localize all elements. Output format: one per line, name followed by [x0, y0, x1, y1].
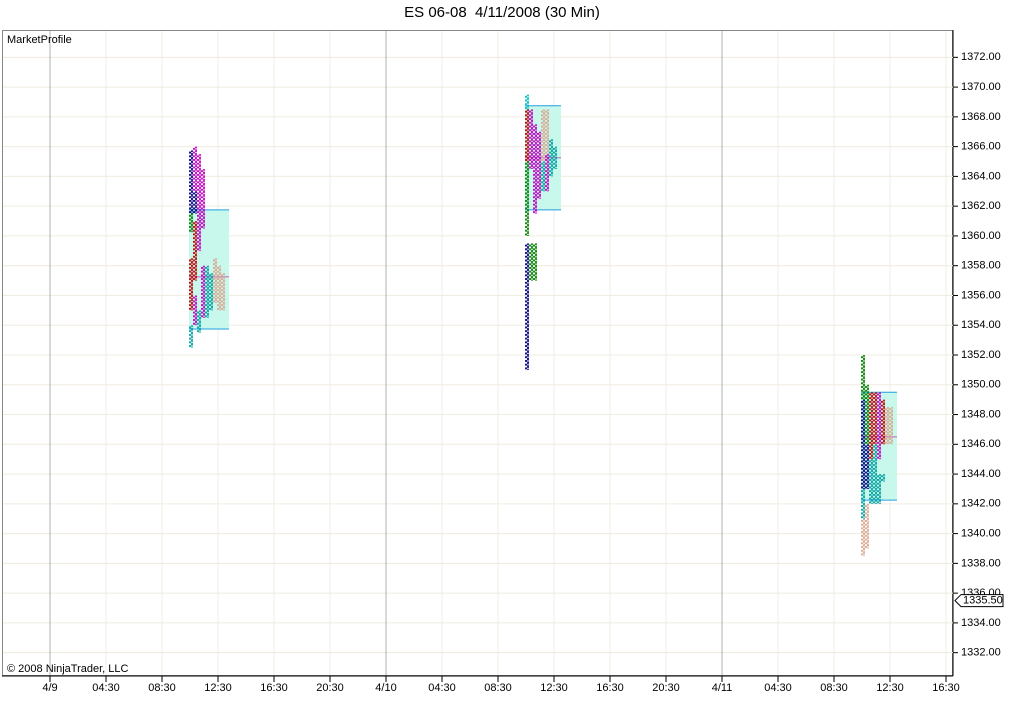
- tpo-segment: [221, 273, 226, 311]
- tpo-segment: [877, 474, 882, 504]
- x-tick-label: 12:30: [876, 682, 904, 694]
- x-tick-label: 4/11: [712, 682, 733, 694]
- x-tick-label: 08:30: [148, 682, 176, 694]
- x-tick-label: 16:30: [932, 682, 960, 694]
- x-tick-label: 04:30: [764, 682, 792, 694]
- x-tick-label: 16:30: [260, 682, 288, 694]
- copyright: © 2008 NinjaTrader, LLC: [7, 663, 128, 675]
- y-tick-label: 1360.00: [961, 230, 1001, 242]
- tpo-segment: [549, 139, 554, 177]
- tpo-segment: [189, 325, 194, 348]
- tpo-segment: [213, 258, 218, 303]
- x-tick-label: 12:30: [540, 682, 568, 694]
- x-tick-label: 08:30: [820, 682, 848, 694]
- x-tick-label: 20:30: [652, 682, 680, 694]
- x-tick-label: 4/9: [42, 682, 57, 694]
- tpo-segment: [193, 295, 198, 326]
- tpo-segment: [885, 407, 890, 445]
- tpo-segment: [201, 265, 206, 318]
- x-tick-label: 08:30: [484, 682, 512, 694]
- tpo-segment: [189, 258, 194, 311]
- y-tick-label: 1348.00: [961, 408, 1001, 420]
- y-tick-label: 1356.00: [961, 289, 1001, 301]
- tpo-segment: [189, 150, 194, 214]
- tpo-segment: [869, 392, 874, 460]
- tpo-segment: [533, 243, 538, 281]
- axes: 1332.001334.001336.001338.001340.001342.…: [42, 51, 1004, 694]
- indicator-label: MarketProfile: [7, 34, 72, 46]
- y-tick-label: 1346.00: [961, 438, 1001, 450]
- x-tick-label: 16:30: [596, 682, 624, 694]
- tpo-segment: [861, 355, 866, 400]
- tpo-segment: [873, 392, 878, 445]
- tpo-segment: [865, 503, 870, 549]
- tpo-segment: [193, 146, 198, 192]
- tpo-segment: [525, 161, 530, 236]
- tpo-segment: [533, 124, 538, 214]
- y-tick-label: 1368.00: [961, 111, 1001, 123]
- y-tick-label: 1370.00: [961, 81, 1001, 93]
- tpo-segment: [525, 243, 530, 370]
- tpo-segment: [529, 243, 534, 281]
- tpo-segment: [865, 384, 870, 445]
- y-tick-label: 1338.00: [961, 557, 1001, 569]
- tpo-segment: [861, 488, 866, 519]
- tpo-segment: [861, 399, 866, 489]
- tpo-segment: [205, 265, 210, 318]
- tpo-segment: [201, 168, 206, 229]
- tpo-segment: [525, 94, 530, 110]
- tpo-segment: [209, 273, 214, 311]
- tpo-segment: [861, 518, 866, 556]
- tpo-segment: [553, 146, 558, 169]
- y-tick-label: 1372.00: [961, 51, 1001, 63]
- y-tick-label: 1366.00: [961, 141, 1001, 153]
- y-tick-label: 1354.00: [961, 319, 1001, 331]
- tpo-segment: [217, 265, 222, 311]
- last-price-label: 1335.50: [963, 594, 1003, 606]
- tpo-segment: [865, 444, 870, 489]
- y-tick-label: 1344.00: [961, 468, 1001, 480]
- tpo-segment: [873, 444, 878, 504]
- last-price-marker: [954, 594, 1004, 608]
- tpo-segment: [877, 392, 882, 460]
- tpo-segment: [881, 399, 886, 445]
- y-tick-label: 1352.00: [961, 349, 1001, 361]
- y-tick-label: 1332.00: [961, 647, 1001, 659]
- profiles: [189, 94, 898, 556]
- tpo-segment: [889, 407, 894, 445]
- y-tick-label: 1340.00: [961, 528, 1001, 540]
- x-tick-label: 04:30: [92, 682, 120, 694]
- x-tick-label: 04:30: [428, 682, 456, 694]
- tpo-segment: [545, 109, 550, 155]
- tpo-segment: [197, 154, 202, 251]
- tpo-segment: [881, 474, 886, 482]
- chart-title: ES 06-08 4/11/2008 (30 Min): [404, 4, 600, 21]
- tpo-segment: [869, 459, 874, 504]
- tpo-segment: [529, 109, 534, 169]
- y-tick-label: 1334.00: [961, 617, 1001, 629]
- tpo-segment: [193, 191, 198, 214]
- y-tick-label: 1350.00: [961, 379, 1001, 391]
- x-tick-label: 20:30: [316, 682, 344, 694]
- y-tick-label: 1358.00: [961, 260, 1001, 272]
- x-tick-label: 4/10: [375, 682, 396, 694]
- tpo-segment: [193, 221, 198, 281]
- grid: [3, 31, 953, 675]
- tpo-segment: [541, 161, 546, 192]
- tpo-segment: [189, 213, 194, 233]
- tpo-segment: [525, 109, 530, 162]
- y-tick-label: 1362.00: [961, 200, 1001, 212]
- y-tick-label: 1342.00: [961, 498, 1001, 510]
- tpo-segment: [545, 154, 550, 192]
- tpo-segment: [537, 131, 542, 199]
- plot-frame: [2, 30, 953, 676]
- tpo-segment: [541, 109, 546, 162]
- tpo-segment: [197, 310, 202, 333]
- y-tick-label: 1364.00: [961, 170, 1001, 182]
- x-tick-label: 12:30: [204, 682, 232, 694]
